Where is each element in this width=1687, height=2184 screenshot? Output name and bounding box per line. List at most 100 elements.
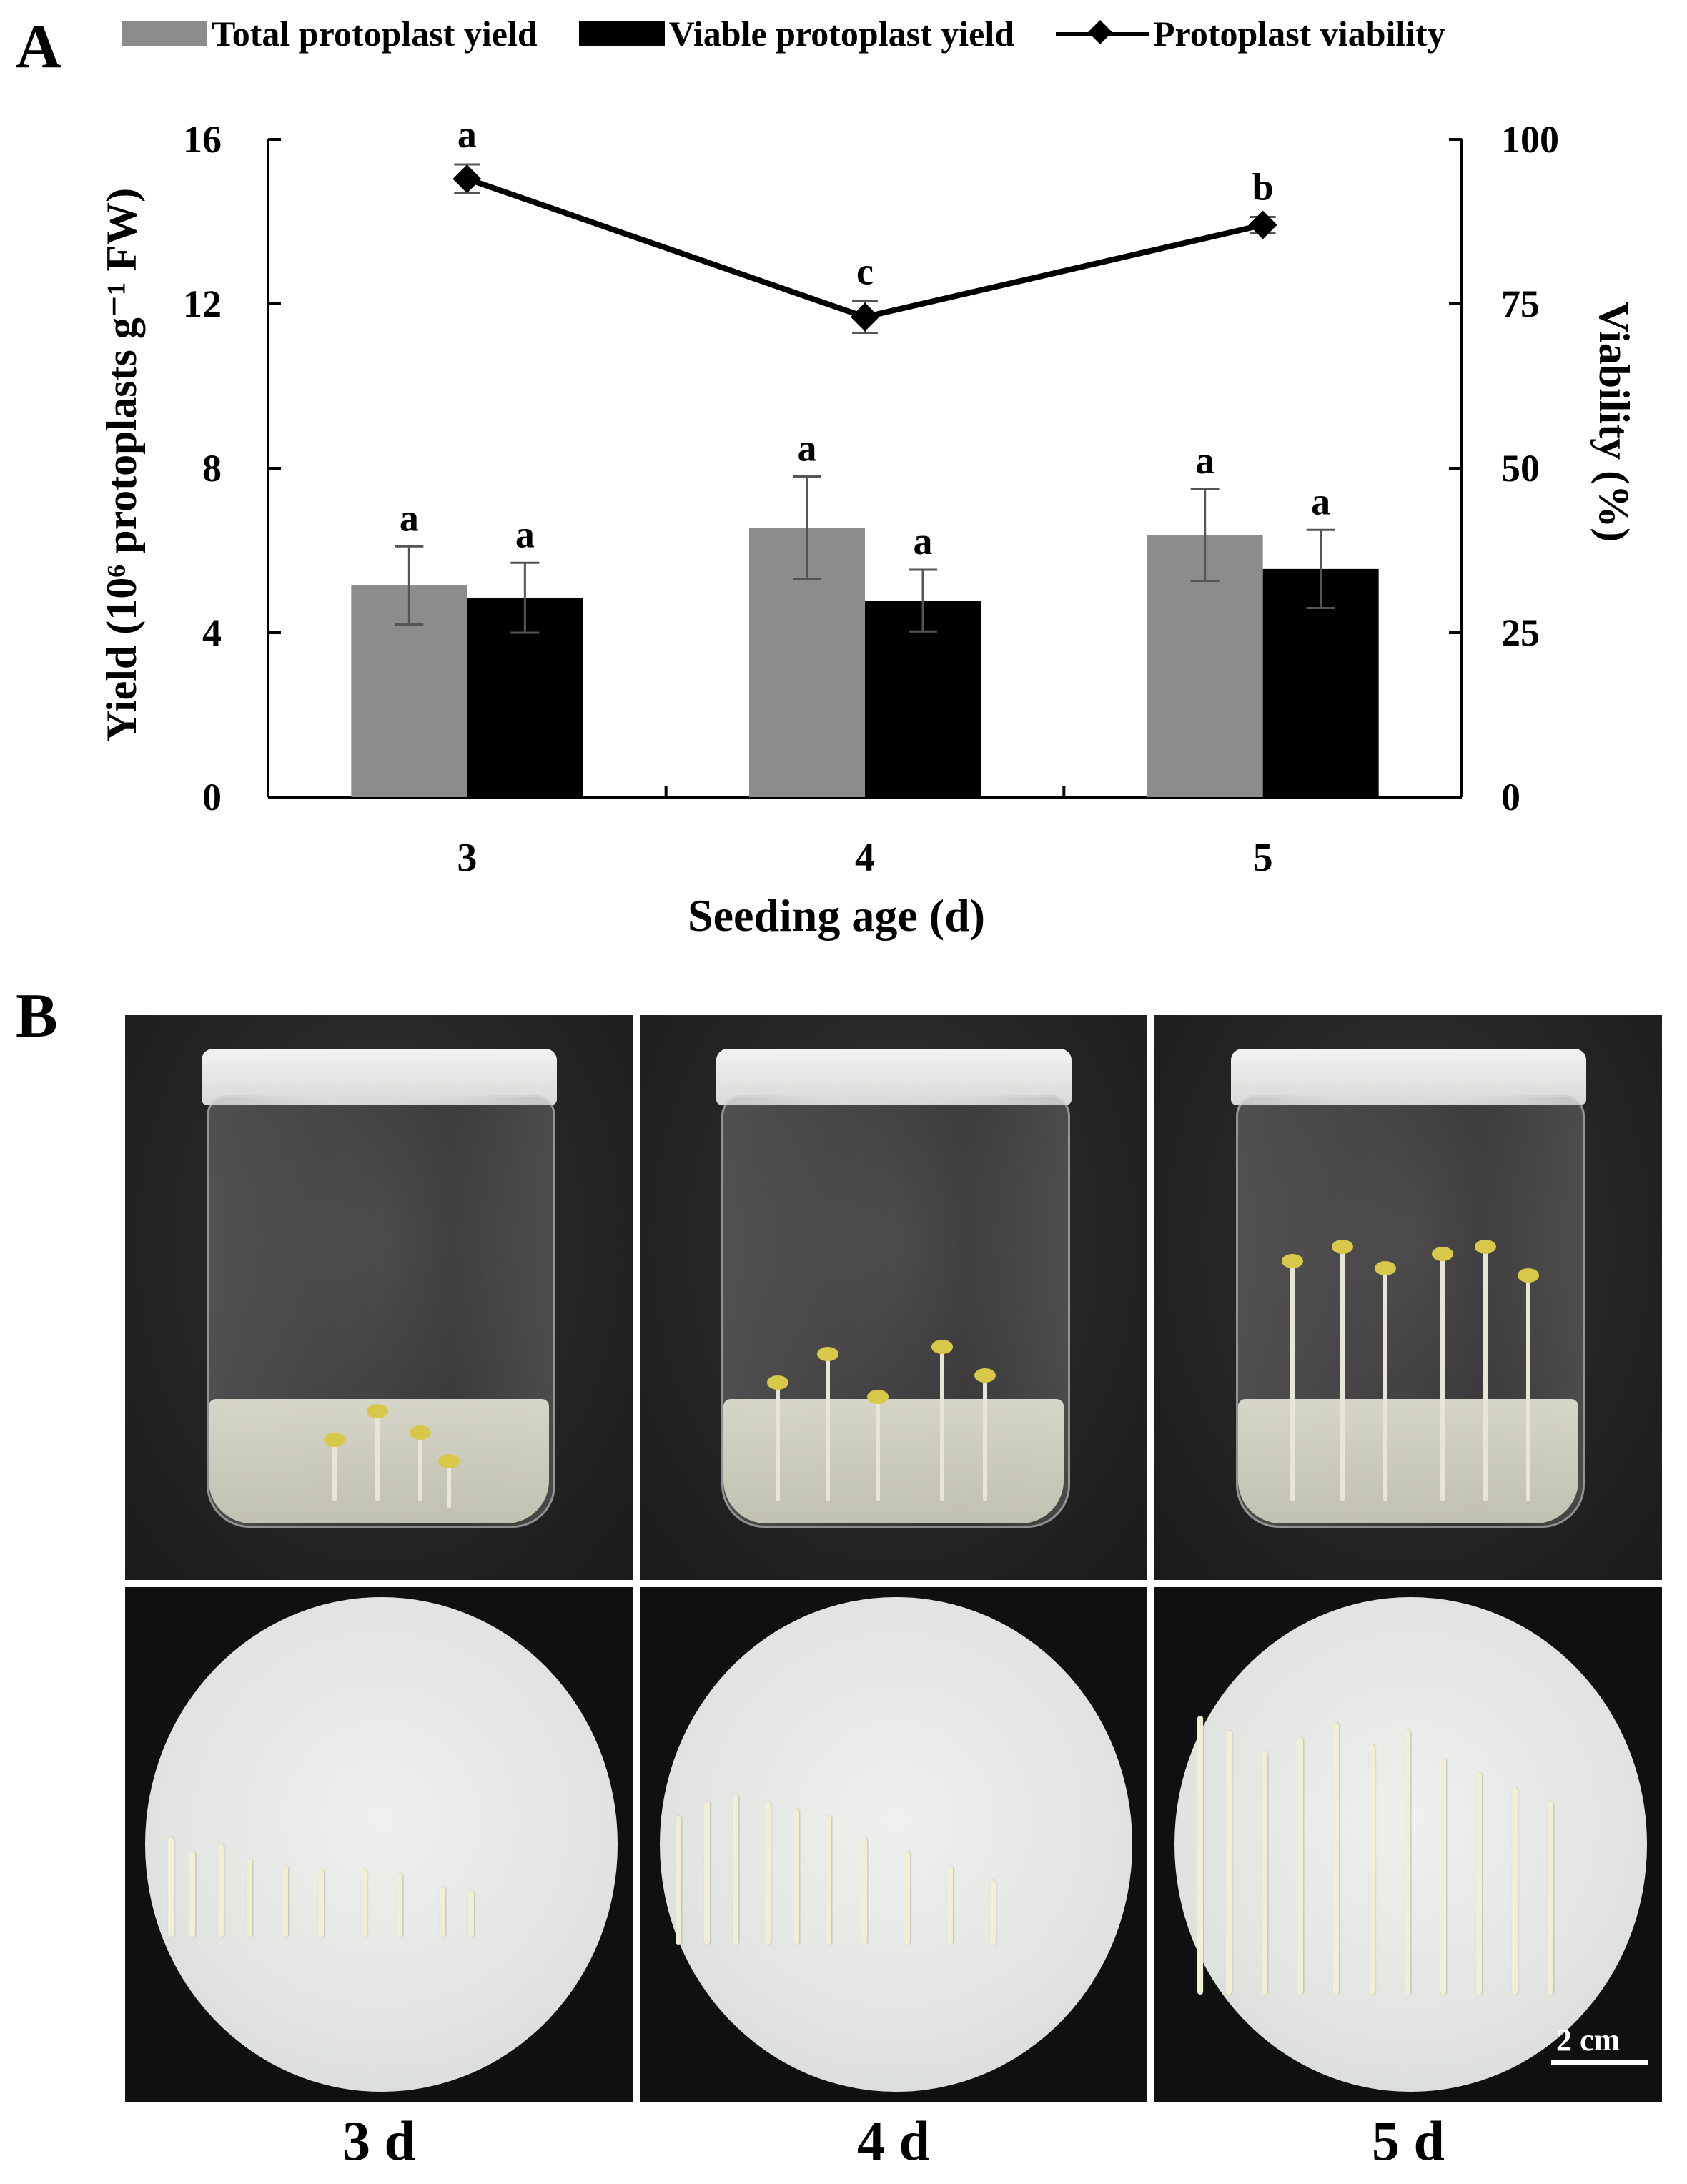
seedling: [468, 1891, 474, 1937]
legend-swatch-viability: [1056, 20, 1149, 46]
agar-medium: [1238, 1399, 1578, 1523]
legend-label-viable: Viable protoplast yield: [668, 14, 1015, 54]
seedling: [1512, 1787, 1518, 1995]
y2-tick-label: 25: [1501, 611, 1540, 654]
x-tick-label: 5: [1253, 836, 1273, 880]
seedling: [1475, 1240, 1496, 1501]
legend-item-viability: Protoplast viability: [1056, 13, 1445, 54]
x-axis-title: Seeding age (d): [688, 890, 985, 941]
day-label-3: 3 d: [342, 2110, 415, 2172]
agar-medium: [723, 1399, 1064, 1523]
viability-marker: [452, 164, 482, 194]
jar-photo-4d: [640, 1015, 1147, 1580]
seedling: [361, 1869, 367, 1937]
seedling: [247, 1859, 252, 1937]
seedling: [410, 1425, 431, 1501]
petri-dish: [660, 1597, 1132, 2092]
seedling: [367, 1404, 388, 1501]
jar-photo-5d: [1154, 1015, 1662, 1580]
petri-dish: [1174, 1597, 1647, 2092]
y-tick-label: 0: [202, 776, 222, 819]
seedling: [1282, 1254, 1303, 1501]
seedling: [440, 1887, 445, 1937]
petri-dish: [145, 1597, 618, 2092]
chart-plot: 0 4 8 12 16 0 25 50 75 100 3 4 5 a a a a a a a c b Seeding ag…: [98, 113, 1638, 941]
y2-tick-label: 100: [1501, 118, 1559, 161]
seedling: [1297, 1737, 1303, 1995]
significance-letter: a: [515, 513, 535, 555]
dish-photo-3d: [125, 1587, 633, 2102]
significance-letter: a: [914, 520, 933, 563]
y-axis-title-text: Yield (10⁶ protoplasts g⁻¹ FW): [98, 188, 145, 741]
bar-viable: [865, 601, 981, 797]
seedling: [1226, 1730, 1232, 1995]
seedling: [438, 1454, 460, 1508]
seedling: [733, 1794, 738, 1945]
legend-label-total: Total protoplast yield: [212, 14, 538, 54]
y2-tick-label: 50: [1501, 447, 1540, 490]
seedling: [1405, 1730, 1410, 1995]
viability-line: [466, 176, 1264, 320]
viability-marker: [851, 302, 879, 332]
seedling: [168, 1837, 174, 1937]
y-tick-label: 12: [183, 282, 222, 325]
seedling: [324, 1433, 345, 1501]
seedling: [1262, 1751, 1267, 1995]
significance-letter: a: [400, 496, 419, 539]
seedling: [867, 1390, 889, 1501]
seedling: [676, 1816, 681, 1945]
seedling: [704, 1802, 710, 1945]
x-tick-label: 4: [855, 836, 875, 880]
seedling: [1432, 1247, 1453, 1501]
seedling: [1369, 1744, 1375, 1995]
seedling: [817, 1347, 838, 1501]
y-tick-label: 16: [183, 118, 222, 161]
seedling: [189, 1852, 195, 1937]
seedling: [1332, 1240, 1353, 1501]
significance-letter: b: [1252, 166, 1274, 209]
legend-item-total: Total protoplast yield: [122, 13, 538, 54]
significance-letter: c: [856, 249, 874, 292]
y-tick-label: 8: [202, 447, 222, 490]
x-tick-label: 3: [457, 836, 477, 880]
y2-tick-label: 75: [1501, 282, 1540, 325]
panel-label-a: A: [16, 12, 61, 81]
chart-legend: Total protoplast yield Viable protoplast…: [122, 13, 1445, 54]
scale-bar-label: 2 cm: [1556, 2022, 1621, 2057]
seedling: [1333, 1723, 1339, 1995]
seedling: [1548, 1802, 1553, 1995]
seedling: [397, 1873, 402, 1937]
seedling: [1375, 1261, 1396, 1501]
seedling: [947, 1866, 953, 1945]
seedling: [974, 1368, 996, 1501]
day-label-4: 4 d: [857, 2110, 930, 2172]
seedling: [282, 1866, 288, 1937]
viability-marker: [1248, 210, 1277, 239]
significance-letter: a: [798, 427, 817, 470]
jar-photo-3d: [125, 1015, 633, 1580]
seedling: [1440, 1759, 1446, 1995]
y-axis-title: Yield (10⁶ protoplasts g⁻¹ FW): [98, 188, 145, 741]
seedling: [990, 1880, 996, 1945]
seedling: [318, 1869, 324, 1937]
y2-axis-title: Viability (%): [1590, 302, 1638, 542]
seedling: [826, 1816, 831, 1945]
scale-bar: [1551, 2060, 1648, 2065]
seedling: [1197, 1716, 1203, 1995]
panel-label-b: B: [16, 982, 58, 1051]
seedling: [904, 1852, 910, 1945]
day-label-5: 5 d: [1372, 2110, 1445, 2172]
seedling: [1518, 1268, 1539, 1501]
legend-swatch-viable: [578, 21, 665, 46]
significance-letter: a: [1311, 480, 1330, 523]
seedling: [931, 1340, 953, 1501]
dish-photo-4d: [640, 1587, 1147, 2102]
seedling: [793, 1809, 799, 1945]
seedling: [767, 1375, 788, 1501]
y2-tick-label: 0: [1501, 776, 1520, 819]
seedling: [1476, 1773, 1482, 1995]
seedling: [218, 1844, 224, 1937]
dish-photo-5d: 2 cm: [1154, 1587, 1662, 2102]
significance-letter: a: [457, 113, 477, 156]
legend-swatch-total: [122, 21, 207, 46]
